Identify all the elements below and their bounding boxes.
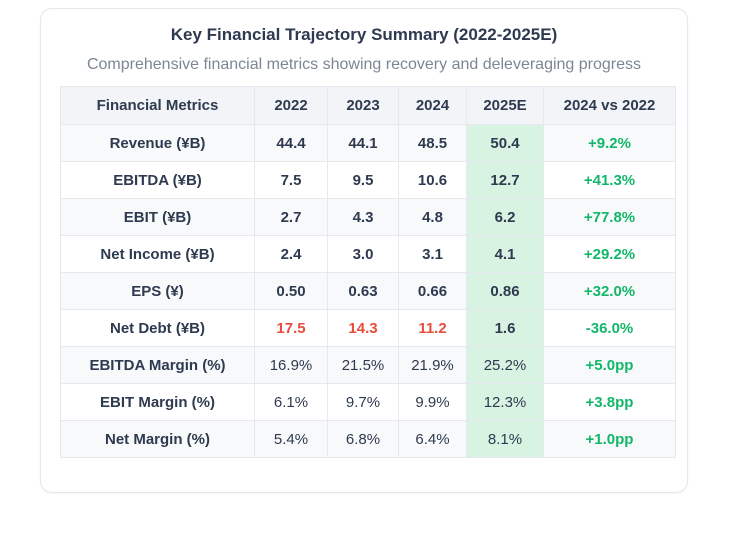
forecast-value-cell: 0.86	[466, 272, 544, 310]
page-title: Key Financial Trajectory Summary (2022-2…	[170, 25, 558, 44]
value-cell: 4.8	[398, 198, 467, 236]
forecast-value-cell: 8.1%	[466, 420, 544, 458]
value-cell: 11.2	[398, 309, 467, 347]
value-cell: 21.5%	[327, 346, 399, 384]
change-cell: +41.3%	[543, 161, 676, 199]
value-cell: 0.66	[398, 272, 467, 310]
table-row: Net Income (¥B) 2.4 3.0 3.1 4.1 +29.2%	[60, 235, 676, 273]
forecast-value-cell: 6.2	[466, 198, 544, 236]
summary-card: Key Financial Trajectory Summary (2022-2…	[40, 8, 688, 493]
value-cell: 6.8%	[327, 420, 399, 458]
value-cell: 5.4%	[254, 420, 328, 458]
column-header-metrics: Financial Metrics	[60, 86, 255, 125]
value-cell: 44.1	[327, 124, 399, 162]
value-cell: 7.5	[254, 161, 328, 199]
metric-label: EPS (¥)	[60, 272, 255, 310]
value-cell: 0.50	[254, 272, 328, 310]
change-cell: +3.8pp	[543, 383, 676, 421]
table-row: Net Margin (%) 5.4% 6.8% 6.4% 8.1% +1.0pp	[60, 420, 676, 458]
table-row: EBITDA (¥B) 7.5 9.5 10.6 12.7 +41.3%	[60, 161, 676, 199]
column-header-2025e: 2025E	[466, 86, 544, 125]
metric-label: Revenue (¥B)	[60, 124, 255, 162]
page-subtitle: Comprehensive financial metrics showing …	[86, 56, 642, 73]
table-row: EBIT Margin (%) 6.1% 9.7% 9.9% 12.3% +3.8pp	[60, 383, 676, 421]
forecast-value-cell: 50.4	[466, 124, 544, 162]
metric-label: EBIT (¥B)	[60, 198, 255, 236]
value-cell: 14.3	[327, 309, 399, 347]
change-cell: -36.0%	[543, 309, 676, 347]
value-cell: 2.7	[254, 198, 328, 236]
value-cell: 9.7%	[327, 383, 399, 421]
change-cell: +5.0pp	[543, 346, 676, 384]
table-body: Revenue (¥B) 44.4 44.1 48.5 50.4 +9.2% EBITDA …	[60, 124, 676, 458]
metric-label: EBITDA Margin (%)	[60, 346, 255, 384]
forecast-value-cell: 12.7	[466, 161, 544, 199]
metric-label: EBITDA (¥B)	[60, 161, 255, 199]
column-header-2024: 2024	[398, 86, 467, 125]
value-cell: 0.63	[327, 272, 399, 310]
table-row: Net Debt (¥B) 17.5 14.3 11.2 1.6 -36.0%	[60, 309, 676, 347]
change-cell: +29.2%	[543, 235, 676, 273]
table-row: EPS (¥) 0.50 0.63 0.66 0.86 +32.0%	[60, 272, 676, 310]
table-row: EBIT (¥B) 2.7 4.3 4.8 6.2 +77.8%	[60, 198, 676, 236]
value-cell: 6.4%	[398, 420, 467, 458]
value-cell: 9.9%	[398, 383, 467, 421]
value-cell: 17.5	[254, 309, 328, 347]
column-header-2023: 2023	[327, 86, 399, 125]
forecast-value-cell: 4.1	[466, 235, 544, 273]
table-row: EBITDA Margin (%) 16.9% 21.5% 21.9% 25.2% +5.…	[60, 346, 676, 384]
value-cell: 16.9%	[254, 346, 328, 384]
change-cell: +9.2%	[543, 124, 676, 162]
column-header-change: 2024 vs 2022	[543, 86, 676, 125]
value-cell: 9.5	[327, 161, 399, 199]
change-cell: +32.0%	[543, 272, 676, 310]
value-cell: 3.1	[398, 235, 467, 273]
metric-label: Net Margin (%)	[60, 420, 255, 458]
metric-label: Net Income (¥B)	[60, 235, 255, 273]
value-cell: 21.9%	[398, 346, 467, 384]
financial-metrics-table: Financial Metrics 2022 2023 2024 2025E 2…	[60, 86, 676, 458]
value-cell: 44.4	[254, 124, 328, 162]
value-cell: 10.6	[398, 161, 467, 199]
forecast-value-cell: 12.3%	[466, 383, 544, 421]
value-cell: 3.0	[327, 235, 399, 273]
forecast-value-cell: 25.2%	[466, 346, 544, 384]
column-header-2022: 2022	[254, 86, 328, 125]
metric-label: Net Debt (¥B)	[60, 309, 255, 347]
table-header-row: Financial Metrics 2022 2023 2024 2025E 2…	[60, 86, 676, 125]
metric-label: EBIT Margin (%)	[60, 383, 255, 421]
value-cell: 4.3	[327, 198, 399, 236]
change-cell: +1.0pp	[543, 420, 676, 458]
value-cell: 6.1%	[254, 383, 328, 421]
change-cell: +77.8%	[543, 198, 676, 236]
value-cell: 2.4	[254, 235, 328, 273]
table-row: Revenue (¥B) 44.4 44.1 48.5 50.4 +9.2%	[60, 124, 676, 162]
value-cell: 48.5	[398, 124, 467, 162]
forecast-value-cell: 1.6	[466, 309, 544, 347]
